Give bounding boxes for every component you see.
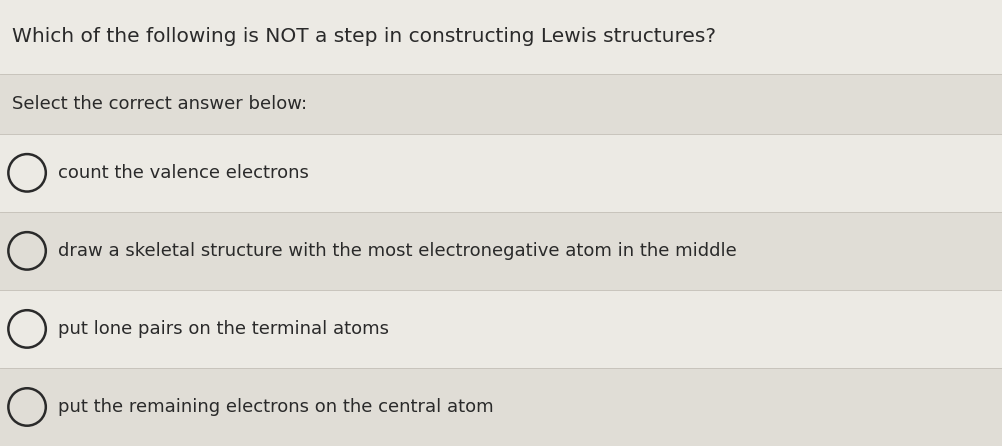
Bar xyxy=(0,0,1002,74)
Bar xyxy=(0,290,1002,368)
Bar xyxy=(0,368,1002,446)
Bar xyxy=(0,74,1002,134)
Bar xyxy=(0,212,1002,290)
Text: put the remaining electrons on the central atom: put the remaining electrons on the centr… xyxy=(58,398,493,416)
Text: Select the correct answer below:: Select the correct answer below: xyxy=(12,95,307,113)
Bar xyxy=(0,134,1002,212)
Text: Which of the following is NOT a step in constructing Lewis structures?: Which of the following is NOT a step in … xyxy=(12,27,715,46)
Text: count the valence electrons: count the valence electrons xyxy=(58,164,309,182)
Text: draw a skeletal structure with the most electronegative atom in the middle: draw a skeletal structure with the most … xyxy=(58,242,736,260)
Text: put lone pairs on the terminal atoms: put lone pairs on the terminal atoms xyxy=(58,320,389,338)
